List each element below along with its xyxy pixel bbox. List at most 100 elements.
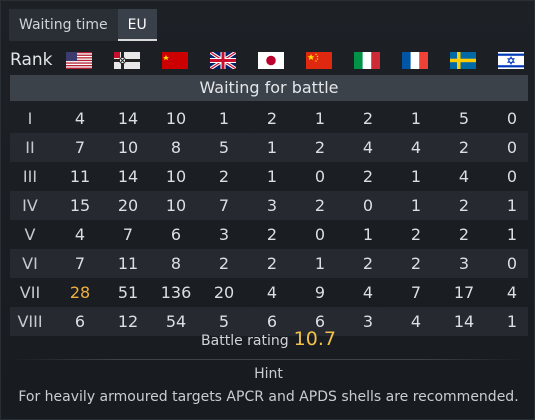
count-cell: 2 xyxy=(266,225,278,244)
count-cell: 2 xyxy=(218,167,230,186)
count-cell: 0 xyxy=(506,254,518,273)
count-cell: 1 xyxy=(410,109,422,128)
count-cell: 0 xyxy=(314,225,326,244)
count-cell: 1 xyxy=(314,109,326,128)
count-cell: 15 xyxy=(69,196,91,215)
count-cell: 14 xyxy=(117,109,139,128)
table-row: VI 7 11 8 2 2 1 2 2 3 0 xyxy=(10,249,528,278)
count-cell: 6 xyxy=(74,312,86,331)
count-cell: 8 xyxy=(170,138,182,157)
battle-rating-value: 10.7 xyxy=(293,328,336,350)
count-cell: 3 xyxy=(218,225,230,244)
count-cell: 7 xyxy=(410,283,422,302)
count-cell: 0 xyxy=(506,167,518,186)
hint-text: For heavily armoured targets APCR and AP… xyxy=(18,389,519,405)
count-cell: 1 xyxy=(266,167,278,186)
count-cell: 0 xyxy=(506,109,518,128)
tab-waiting-time[interactable]: Waiting time xyxy=(9,9,118,41)
usa-flag-icon xyxy=(66,52,92,69)
count-cell: 10 xyxy=(165,196,187,215)
queue-table: I 4 14 10 1 2 1 2 1 5 0 II 7 10 8 5 1 2 4 4 2 0 III 11 14 10 2 1 0 2 1… xyxy=(10,104,528,336)
sweden-flag-icon xyxy=(450,52,476,69)
count-cell: 1 xyxy=(314,254,326,273)
rank-column-label: Rank xyxy=(10,50,53,70)
count-cell: 54 xyxy=(165,312,187,331)
count-cell: 9 xyxy=(314,283,326,302)
count-cell: 1 xyxy=(506,225,518,244)
count-cell: 4 xyxy=(362,283,374,302)
count-cell: 7 xyxy=(74,138,86,157)
count-cell: 4 xyxy=(410,312,422,331)
count-cell: 4 xyxy=(410,138,422,157)
count-cell: 2 xyxy=(362,167,374,186)
britain-flag-icon xyxy=(210,52,236,69)
count-cell: 20 xyxy=(213,283,235,302)
count-cell: 1 xyxy=(506,196,518,215)
waiting-for-battle-header: Waiting for battle xyxy=(10,75,528,101)
count-cell: 28 xyxy=(69,283,91,302)
italy-flag-icon xyxy=(354,52,380,69)
count-cell: 1 xyxy=(410,167,422,186)
tab-bar: Waiting time EU xyxy=(9,9,157,43)
table-row: V 4 7 6 3 2 0 1 2 2 1 xyxy=(10,220,528,249)
count-cell: 4 xyxy=(362,138,374,157)
count-cell: 10 xyxy=(117,138,139,157)
tab-eu[interactable]: EU xyxy=(117,9,157,41)
count-cell: 4 xyxy=(506,283,518,302)
count-cell: 2 xyxy=(458,225,470,244)
count-cell: 1 xyxy=(362,225,374,244)
germany-flag-icon xyxy=(114,52,140,69)
rank-cell: II xyxy=(25,138,35,157)
nation-header-row: Rank xyxy=(1,48,535,72)
table-row: VIII 6 12 54 5 6 6 3 4 14 1 xyxy=(10,307,528,336)
ussr-flag-icon xyxy=(162,52,188,69)
israel-flag-icon xyxy=(498,52,524,69)
count-cell: 4 xyxy=(74,109,86,128)
rank-cell: V xyxy=(24,225,36,244)
count-cell: 12 xyxy=(117,312,139,331)
rank-cell: III xyxy=(22,167,38,186)
count-cell: 6 xyxy=(314,312,326,331)
count-cell: 5 xyxy=(458,109,470,128)
count-cell: 0 xyxy=(506,138,518,157)
count-cell: 51 xyxy=(117,283,139,302)
count-cell: 10 xyxy=(165,167,187,186)
count-cell: 2 xyxy=(314,196,326,215)
count-cell: 7 xyxy=(218,196,230,215)
count-cell: 3 xyxy=(266,196,278,215)
count-cell: 7 xyxy=(74,254,86,273)
count-cell: 4 xyxy=(266,283,278,302)
count-cell: 11 xyxy=(117,254,139,273)
count-cell: 2 xyxy=(218,254,230,273)
table-row: I 4 14 10 1 2 1 2 1 5 0 xyxy=(10,104,528,133)
count-cell: 3 xyxy=(362,312,374,331)
count-cell: 6 xyxy=(266,312,278,331)
count-cell: 10 xyxy=(165,109,187,128)
count-cell: 14 xyxy=(453,312,475,331)
count-cell: 3 xyxy=(458,254,470,273)
count-cell: 2 xyxy=(458,196,470,215)
battle-rating: Battle rating 10.7 xyxy=(1,324,535,354)
rank-cell: I xyxy=(27,109,33,128)
count-cell: 11 xyxy=(69,167,91,186)
rank-cell: VI xyxy=(22,254,38,273)
count-cell: 136 xyxy=(160,283,192,302)
count-cell: 6 xyxy=(170,225,182,244)
count-cell: 7 xyxy=(122,225,134,244)
count-cell: 2 xyxy=(458,138,470,157)
hint-title: Hint xyxy=(254,366,283,382)
rank-cell: VII xyxy=(19,283,41,302)
table-row: IV 15 20 10 7 3 2 0 1 2 1 xyxy=(10,191,528,220)
japan-flag-icon xyxy=(258,52,284,69)
count-cell: 2 xyxy=(314,138,326,157)
count-cell: 5 xyxy=(218,138,230,157)
count-cell: 14 xyxy=(117,167,139,186)
count-cell: 2 xyxy=(362,109,374,128)
count-cell: 2 xyxy=(362,254,374,273)
france-flag-icon xyxy=(402,52,428,69)
divider xyxy=(10,359,528,360)
battle-rating-label: Battle rating xyxy=(201,333,289,349)
count-cell: 1 xyxy=(266,138,278,157)
count-cell: 1 xyxy=(410,196,422,215)
table-row: II 7 10 8 5 1 2 4 4 2 0 xyxy=(10,133,528,162)
